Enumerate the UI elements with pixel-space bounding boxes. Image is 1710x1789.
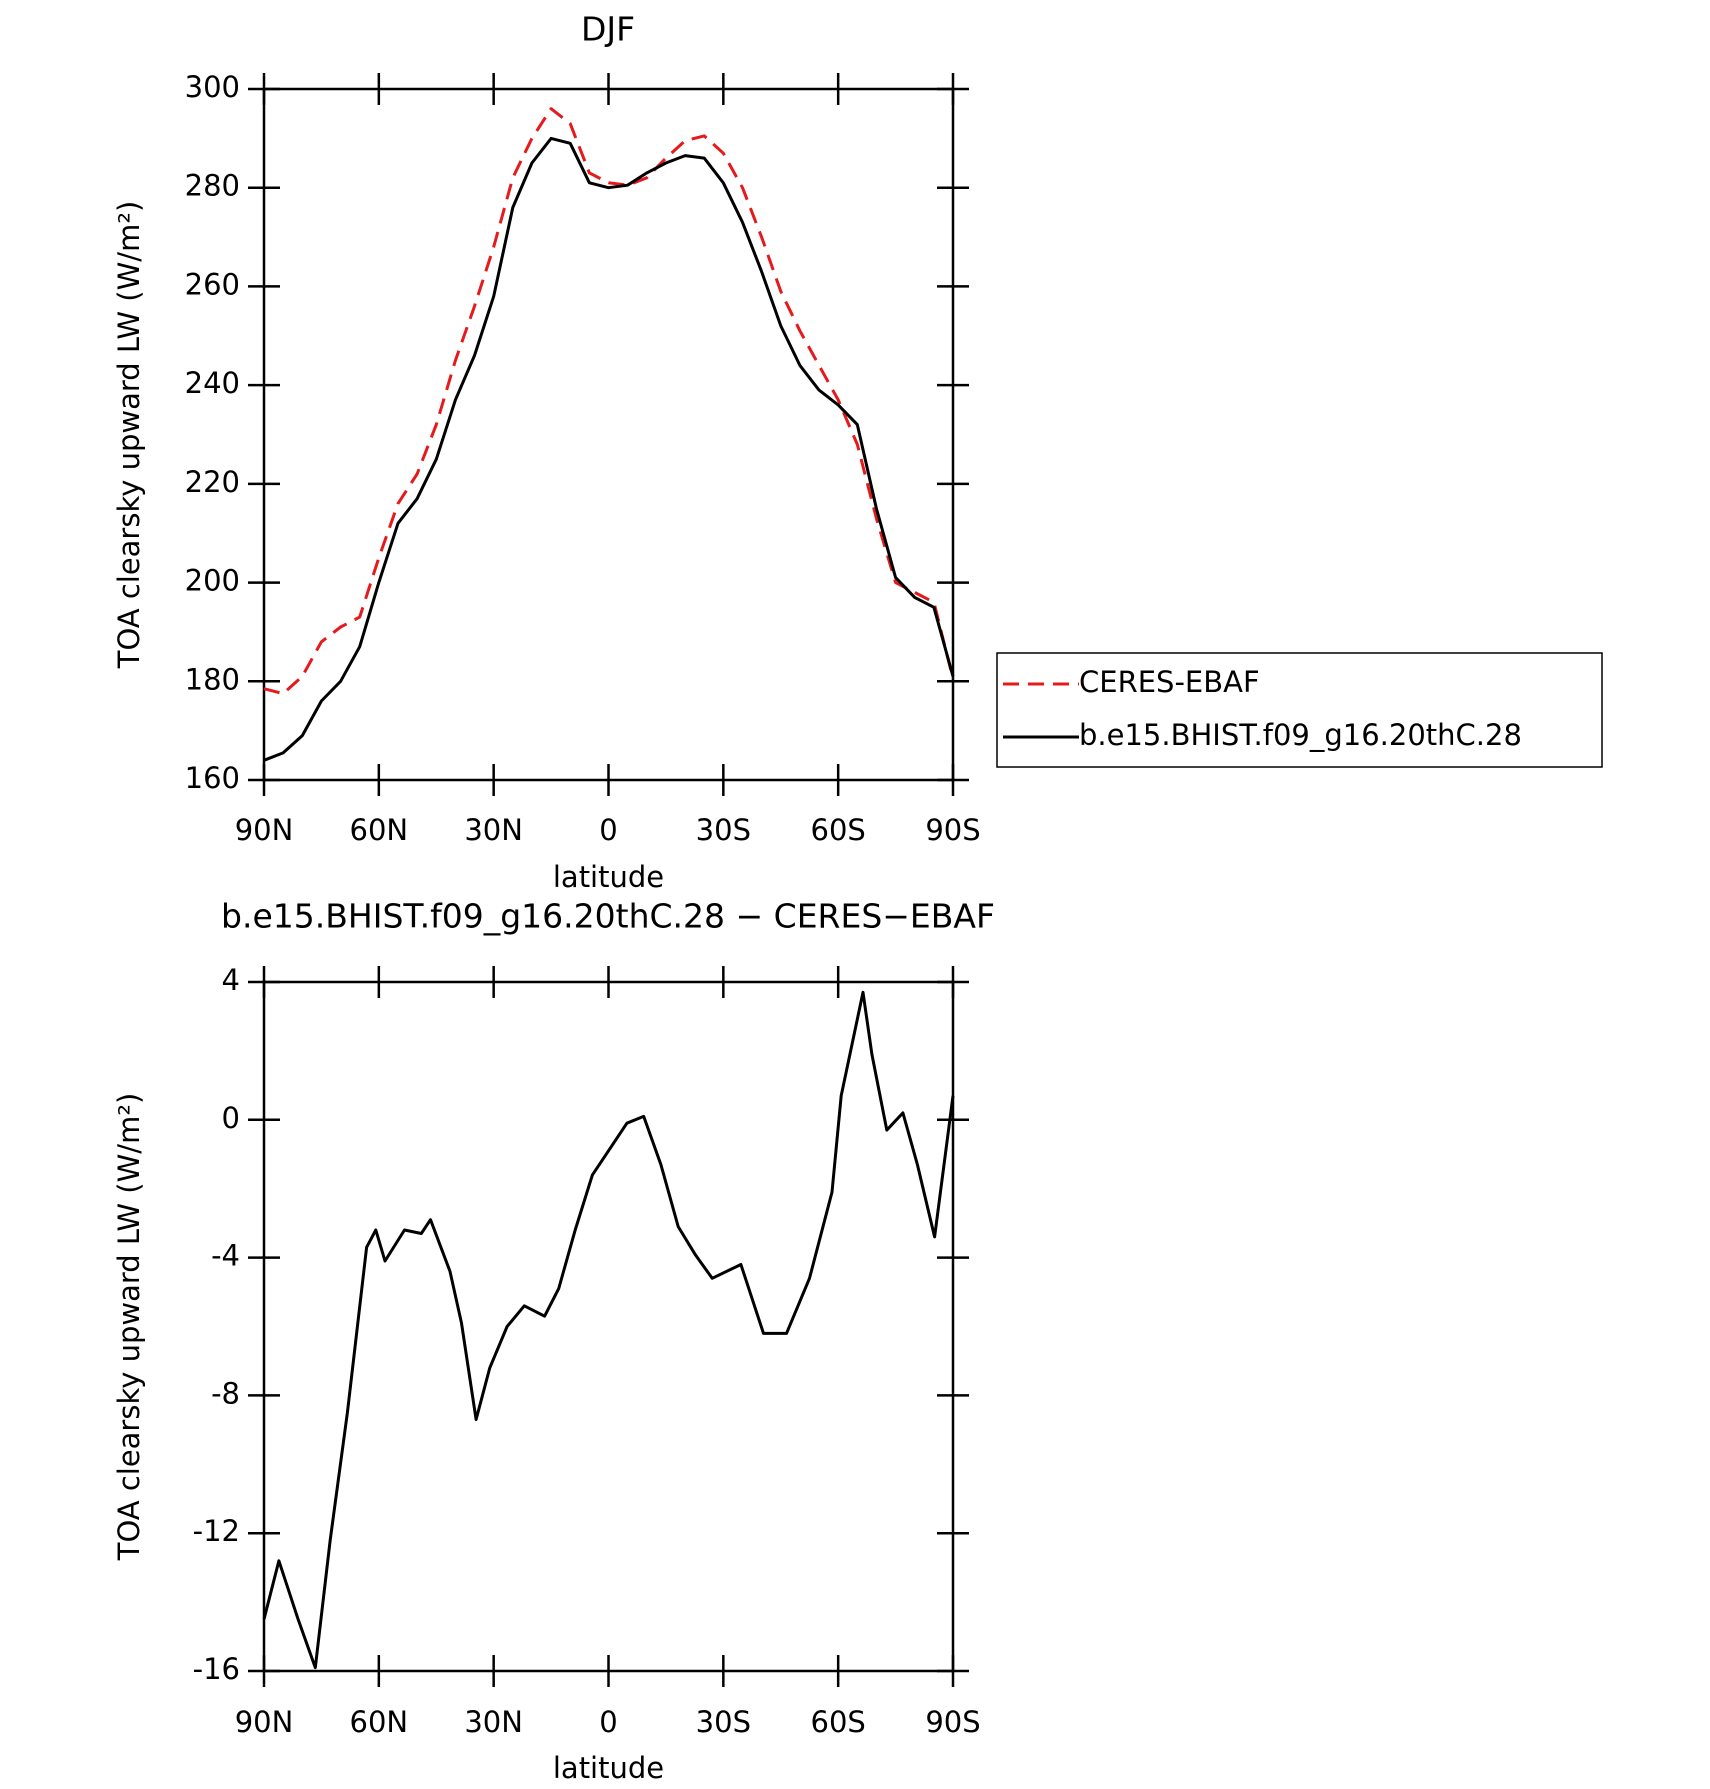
x-tick-label: 90S [925,1705,980,1739]
x-axis-label: latitude [553,1751,664,1785]
y-axis-label: TOA clearsky upward LW (W/m²) [112,1093,146,1562]
x-tick-label: 30N [464,1705,523,1739]
x-tick-label: 30S [696,813,751,847]
chart-title: b.e15.BHIST.f09_g16.20thC.28 − CERES−EBA… [221,897,995,936]
x-tick-label: 60S [811,1705,866,1739]
legend-label: CERES-EBAF [1079,665,1260,699]
x-tick-label: 30S [696,1705,751,1739]
y-tick-label: 260 [185,267,240,301]
data-line [263,107,955,696]
legend-box [996,652,1603,768]
y-tick-label: 160 [185,761,240,795]
chart-title: DJF [581,10,635,49]
x-tick-label: 30N [464,813,523,847]
plot-frame [262,980,955,1673]
y-tick-label: 220 [185,465,240,499]
x-tick-label: 0 [599,813,617,847]
y-tick-label: -4 [211,1239,240,1273]
x-tick-label: 60N [350,813,409,847]
plot-frame [262,87,955,782]
legend-label: b.e15.BHIST.f09_g16.20thC.28 [1079,718,1522,752]
chart: DJF 160 180 200 220 240 260 280 300 90N 60N 30N 0 30S… [112,10,1603,894]
y-tick-label: -16 [193,1652,240,1686]
x-axis-label: latitude [553,860,664,894]
y-tick-label: -12 [193,1514,240,1548]
y-tick-label: 180 [185,662,240,696]
x-tick-label: 60S [811,813,866,847]
y-tick-label: 280 [185,169,240,203]
y-tick-label: -8 [211,1376,240,1410]
y-axis-label: TOA clearsky upward LW (W/m²) [112,201,146,670]
data-line [263,136,955,762]
y-tick-label: 240 [185,366,240,400]
x-tick-label: 60N [350,1705,409,1739]
x-tick-label: 90N [235,1705,294,1739]
y-tick-label: 0 [222,1101,240,1135]
x-tick-label: 90N [235,813,294,847]
x-tick-label: 90S [925,813,980,847]
x-tick-label: 0 [599,1705,617,1739]
y-tick-label: 300 [185,70,240,104]
y-tick-label: 4 [222,963,240,997]
chart: b.e15.BHIST.f09_g16.20thC.28 − CERES−EBA… [112,897,995,1786]
y-tick-label: 200 [185,564,240,598]
data-line [262,990,955,1670]
